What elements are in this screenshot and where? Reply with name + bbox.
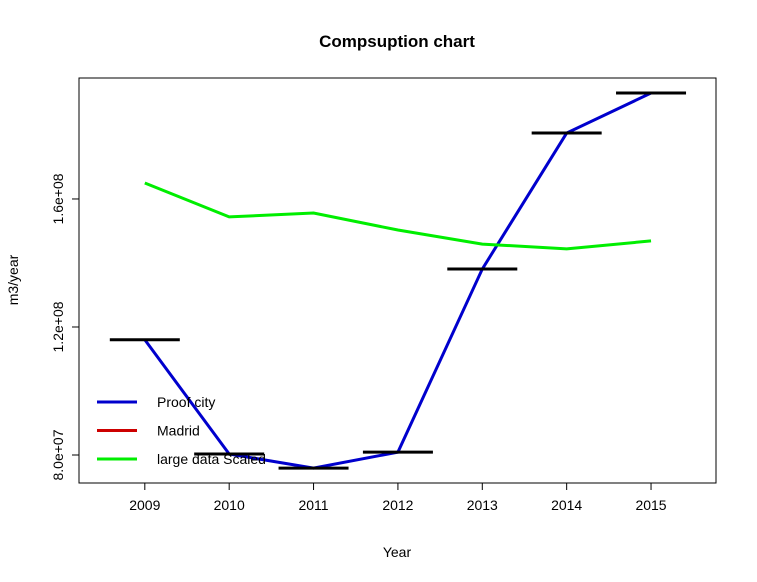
series-line — [143, 91, 652, 470]
x-tick-label: 2012 — [382, 497, 413, 513]
legend-label: large data Scaled — [157, 451, 266, 467]
x-tick-label: 2013 — [467, 497, 498, 513]
x-tick-label: 2015 — [635, 497, 666, 513]
x-tick-label: 2009 — [129, 497, 160, 513]
x-tick-label: 2011 — [298, 497, 328, 513]
legend-label: Madrid — [157, 423, 200, 439]
x-tick-label: 2010 — [214, 497, 245, 513]
y-tick-label: 8.0e+07 — [50, 429, 66, 480]
y-tick-label: 1.2e+08 — [50, 301, 66, 352]
y-tick-label: 1.6e+08 — [50, 173, 66, 224]
x-tick-label: 2014 — [551, 497, 582, 513]
legend-label: Proof city — [157, 394, 215, 410]
x-axis-label: Year — [383, 544, 412, 560]
y-axis-label: m3/year — [5, 254, 21, 305]
chart-title: Compsuption chart — [319, 32, 475, 51]
series-line — [144, 181, 652, 251]
